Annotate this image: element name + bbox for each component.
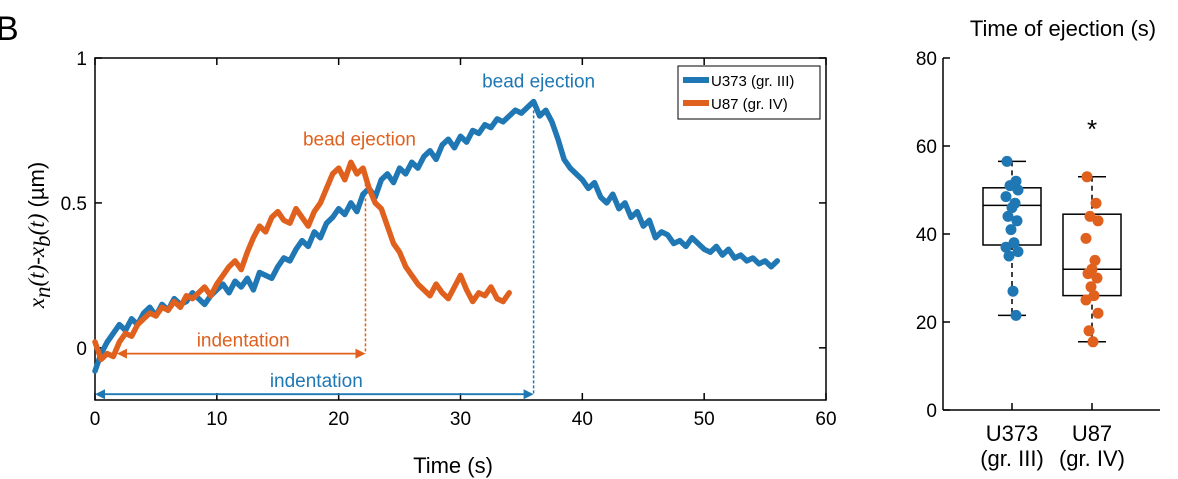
series-line-u87 (92, 159, 512, 363)
ejection-guides (364, 110, 535, 395)
x-tick-label: 0 (90, 409, 101, 430)
data-point-u373 (1012, 184, 1024, 196)
y-label-t1: (t)- (24, 257, 49, 286)
data-point-u87 (1085, 281, 1097, 293)
series-line-u373 (92, 98, 781, 374)
y-tick-label: 1 (76, 49, 87, 70)
series-lines (92, 98, 781, 374)
boxplot-y-tick-label: 60 (916, 137, 937, 158)
y-label-x2: x (24, 246, 49, 258)
y-label-sub-n: n (30, 286, 55, 298)
data-point-u87 (1082, 268, 1094, 280)
data-point-u87 (1092, 307, 1104, 319)
data-point-u87 (1084, 210, 1096, 222)
data-point-u373 (1003, 250, 1015, 262)
boxplot-title: Time of ejection (s) (970, 16, 1156, 41)
y-axis-label: xn(t)-xb(t) (µm) (24, 162, 55, 309)
data-point-u87 (1081, 171, 1093, 183)
y-label-t2: (t) (24, 214, 49, 236)
data-point-u87 (1080, 232, 1092, 244)
category-label-u373: U373 (986, 421, 1039, 446)
axis-ticks: 0 10 20 30 40 50 60 0 0.5 1 (61, 49, 837, 430)
y-tick-label: 0.5 (61, 194, 87, 215)
indentation-u87-label: indentation (197, 331, 290, 352)
data-point-u373 (1005, 224, 1017, 236)
data-point-u373 (1000, 241, 1012, 253)
indentation-u373-arrowhead-left (95, 389, 105, 400)
indentation-u373-label: indentation (270, 371, 363, 392)
data-point-u373 (1000, 191, 1012, 203)
data-point-u87 (1091, 272, 1103, 284)
data-point-u87 (1080, 294, 1092, 306)
data-point-u87 (1087, 336, 1099, 348)
legend-label-u373: U373 (gr. III) (711, 73, 794, 90)
boxplot-ticks: 0 20 40 60 80 (916, 49, 1093, 422)
data-point-u87 (1088, 290, 1100, 302)
panel-label: B (0, 10, 19, 48)
bead-ejection-label-u373: bead ejection (482, 71, 595, 92)
data-point-u87 (1090, 197, 1102, 209)
x-tick-label: 40 (572, 409, 593, 430)
y-label-unit: (µm) (24, 162, 49, 214)
data-point-u373 (1011, 215, 1023, 227)
legend-label-u87: U87 (gr. IV) (711, 96, 788, 113)
x-axis-label: Time (s) (413, 453, 493, 478)
y-tick-label: 0 (76, 339, 87, 360)
bead-ejection-label-u87: bead ejection (303, 129, 416, 150)
boxes (982, 155, 1122, 348)
boxplot-y-tick-label: 80 (916, 49, 937, 70)
significance-marker: * (1087, 114, 1097, 144)
y-label-x1: x (24, 297, 49, 309)
data-point-u373 (1012, 246, 1024, 258)
data-point-u373 (1002, 210, 1014, 222)
boxplot-y-tick-label: 20 (916, 313, 937, 334)
x-tick-label: 10 (206, 409, 227, 430)
category-sublabel-u373: (gr. III) (980, 446, 1044, 471)
data-point-u373 (1007, 285, 1019, 297)
x-tick-label: 50 (694, 409, 715, 430)
indentation-u87-arrowhead-right (355, 348, 366, 359)
indentation-u87-arrowhead-left (116, 348, 127, 359)
data-point-u373 (1006, 202, 1018, 214)
annotations: indentation indentation bead ejection bead … (95, 71, 595, 400)
data-point-u87 (1083, 325, 1095, 337)
boxplot-y-tick-label: 0 (926, 401, 937, 422)
data-point-u373 (1010, 309, 1022, 321)
data-point-u87 (1089, 254, 1101, 266)
legend: U373 (gr. III) U87 (gr. IV) (677, 65, 821, 120)
x-tick-label: 20 (328, 409, 349, 430)
y-label-sub-b: b (30, 235, 55, 247)
x-tick-label: 30 (450, 409, 471, 430)
data-point-u373 (1001, 155, 1013, 167)
box-plot: Time of ejection (s) 0 20 40 60 80 * U373 (g… (916, 16, 1160, 471)
legend-box (677, 65, 821, 120)
x-tick-label: 60 (815, 409, 836, 430)
indentation-u373-arrowhead-right (523, 389, 534, 400)
boxplot-y-tick-label: 40 (916, 225, 937, 246)
category-sublabel-u87: (gr. IV) (1059, 446, 1125, 471)
data-point-u373 (1008, 237, 1020, 249)
category-label-u87: U87 (1072, 421, 1112, 446)
data-point-u87 (1092, 215, 1104, 227)
data-point-u373 (1004, 180, 1016, 192)
